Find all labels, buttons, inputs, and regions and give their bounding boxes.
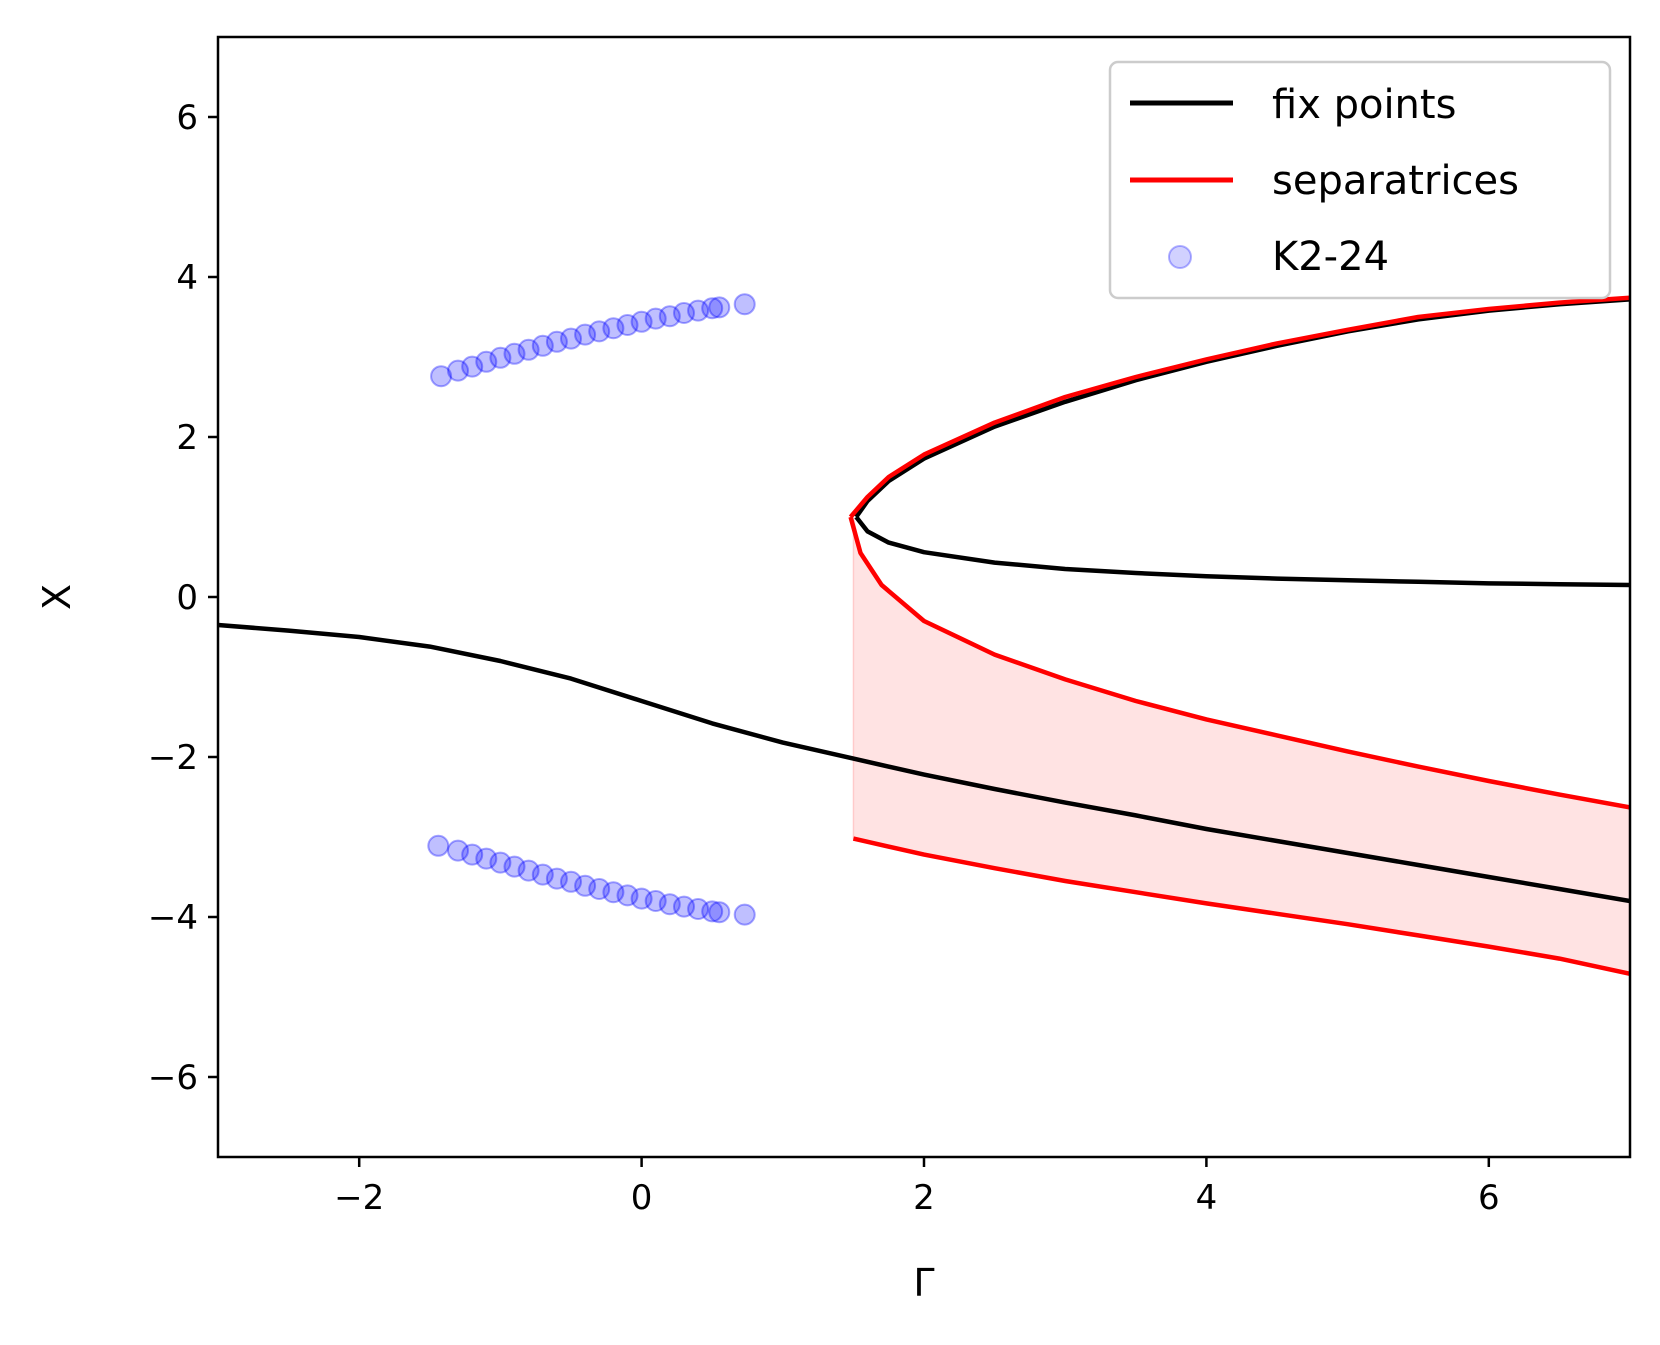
x-tick-label-0: −2: [334, 1178, 384, 1218]
series-k2-24-point-14: [630, 310, 653, 333]
series-k2-24-point-19: [701, 297, 724, 320]
series-k2-24-point-11: [588, 320, 611, 343]
plot-content: [218, 293, 1630, 976]
legend: fix points separatrices K2-24: [1108, 60, 1612, 300]
series-k2-24-point-34: [602, 881, 625, 904]
y-tick-label-4: 2: [176, 418, 198, 458]
series-k2-24-point-30: [545, 867, 568, 890]
series-k2-24-point-13: [616, 314, 639, 336]
series-k2-24-point-36: [630, 887, 653, 910]
x-tick-label-1: 0: [631, 1178, 653, 1218]
series-k2-24-point-21: [733, 293, 756, 316]
series-k2-24-point-33: [588, 878, 611, 900]
legend-box: [1108, 60, 1612, 300]
series-k2-24-point-9: [560, 327, 582, 350]
series-k2-24-point-4: [489, 346, 512, 369]
x-tick-label-4: 6: [1478, 1178, 1500, 1218]
y-tick-label-2: −2: [148, 738, 198, 778]
series-fix-points-line-0: [218, 622, 1630, 904]
legend-label-fix-points: fix points: [1272, 82, 1456, 128]
series-separatrices-line-0: [848, 295, 1630, 519]
x-tick-label-3: 4: [1196, 1178, 1218, 1218]
series-k2-24-point-22: [427, 834, 450, 857]
series-k2-24-point-23: [447, 839, 469, 862]
series-k2-24-point-28: [517, 859, 540, 882]
series-k2-24-point-27: [503, 855, 526, 878]
series-k2-24-point-7: [531, 334, 554, 357]
series-fix-points-line-1: [854, 515, 1630, 588]
series-k2-24-point-35: [616, 884, 639, 907]
series-k2-24-point-38: [658, 893, 681, 916]
series-k2-24-point-12: [602, 317, 625, 340]
series-k2-24-point-41: [701, 900, 724, 923]
series-k2-24-point-29: [531, 863, 554, 886]
series-k2-24-point-32: [574, 874, 597, 897]
y-tick-label-1: −4: [148, 898, 198, 938]
series-k2-24-point-37: [644, 890, 667, 912]
series-k2-24-point-8: [545, 330, 568, 353]
axis-ticks: −2 0 2 4 6 −6 −4 −2 0 2 4 6: [148, 98, 1500, 1218]
series-k2-24-point-2: [461, 355, 484, 378]
series-k2-24-point-6: [517, 338, 540, 361]
series-k2-24-point-25: [475, 847, 498, 870]
plot-area: [218, 293, 1630, 976]
legend-label-k2-24: K2-24: [1272, 234, 1389, 280]
series-k2-24-point-31: [560, 870, 582, 893]
y-tick-label-5: 4: [176, 258, 198, 298]
y-tick-label-0: −6: [148, 1058, 198, 1098]
y-tick-label-3: 0: [176, 578, 198, 618]
x-tick-label-2: 2: [913, 1178, 935, 1218]
series-k2-24-point-24: [461, 843, 484, 866]
series-k2-24-point-0: [430, 365, 453, 388]
series-k2-24-point-43: [733, 903, 756, 926]
series-k2-24-point-5: [503, 342, 526, 365]
x-axis-label: Γ: [913, 1261, 934, 1305]
series-k2-24-point-1: [447, 359, 469, 382]
series-k2-24-point-15: [644, 307, 667, 330]
y-tick-label-6: 6: [176, 98, 198, 138]
legend-label-separatrices: separatrices: [1272, 158, 1519, 204]
series-k2-24-point-39: [673, 895, 695, 918]
series-k2-24-point-26: [489, 851, 512, 874]
series-k2-24-point-20: [708, 296, 731, 319]
series-k2-24-point-40: [687, 898, 710, 920]
series-k2-24-point-16: [658, 305, 681, 328]
series-k2-24-point-42: [708, 901, 731, 924]
legend-swatch-k2-24: [1168, 245, 1192, 269]
series-k2-24-point-10: [574, 323, 597, 346]
y-axis-label: X: [35, 584, 79, 610]
series-k2-24-point-3: [475, 350, 498, 373]
series-k2-24-point-18: [687, 299, 710, 322]
series-separatrices-line-2: [852, 836, 1630, 976]
series-separatrices-line-1: [848, 516, 1630, 810]
series-k2-24-point-17: [673, 302, 695, 324]
